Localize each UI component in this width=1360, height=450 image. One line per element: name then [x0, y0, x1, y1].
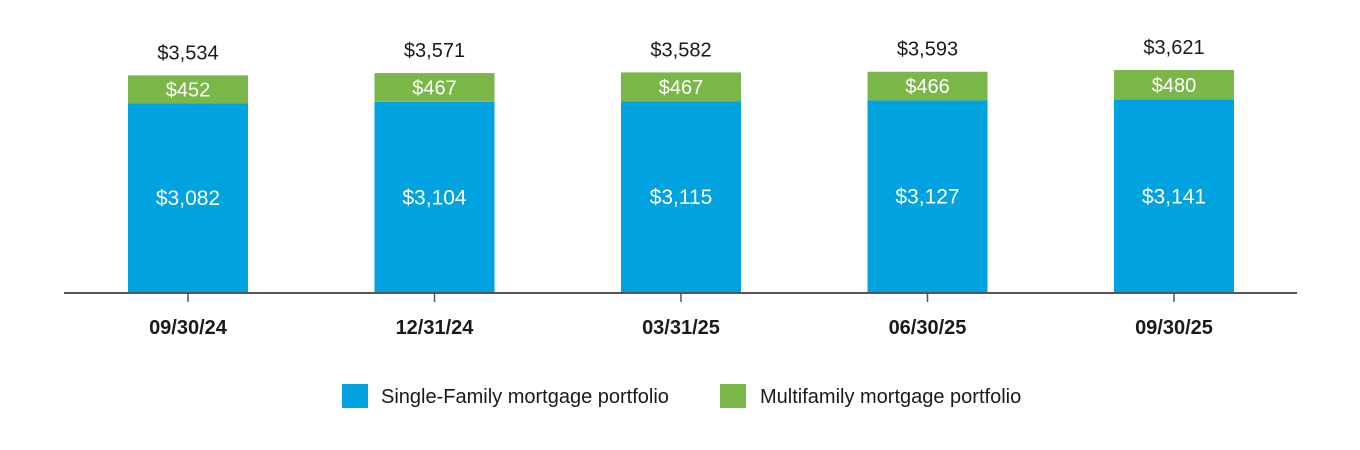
x-axis-tick-label: 06/30/25 [889, 317, 967, 339]
x-axis-tick-label: 09/30/24 [149, 317, 228, 339]
data-label-total: $3,571 [404, 40, 465, 62]
data-label-total: $3,593 [897, 39, 958, 61]
x-axis-tick-label: 09/30/25 [1135, 317, 1213, 339]
legend-swatch-multifamily [720, 384, 746, 408]
data-label-multifamily: $466 [905, 76, 950, 98]
bar-single-family [128, 103, 248, 293]
data-label-single-family: $3,104 [402, 186, 467, 209]
bar-multifamily [128, 75, 248, 104]
bar-single-family [1114, 99, 1234, 293]
data-label-single-family: $3,141 [1142, 185, 1206, 208]
data-label-single-family: $3,082 [156, 187, 220, 210]
data-label-total: $3,582 [650, 39, 711, 61]
data-label-multifamily: $452 [166, 79, 211, 101]
legend-swatch-single-family [342, 384, 368, 408]
bar-multifamily [374, 73, 495, 102]
data-label-multifamily: $480 [1152, 75, 1197, 97]
bar-single-family [867, 100, 988, 293]
data-label-total: $3,621 [1143, 37, 1204, 59]
bar-multifamily [867, 71, 988, 101]
data-label-total: $3,534 [157, 42, 218, 64]
data-label-single-family: $3,127 [895, 186, 959, 209]
bar-single-family [374, 101, 495, 294]
x-axis-tick-label: 12/31/24 [396, 317, 475, 339]
data-label-single-family: $3,115 [650, 186, 713, 209]
bar-single-family [621, 101, 741, 293]
legend-label-multifamily: Multifamily mortgage portfolio [760, 386, 1021, 408]
bar-multifamily [621, 72, 741, 102]
data-label-multifamily: $467 [659, 77, 704, 99]
x-axis-tick-label: 03/31/25 [642, 317, 720, 339]
data-label-multifamily: $467 [412, 77, 457, 99]
bar-multifamily [1114, 70, 1234, 100]
legend-label-single-family: Single-Family mortgage portfolio [381, 386, 669, 408]
